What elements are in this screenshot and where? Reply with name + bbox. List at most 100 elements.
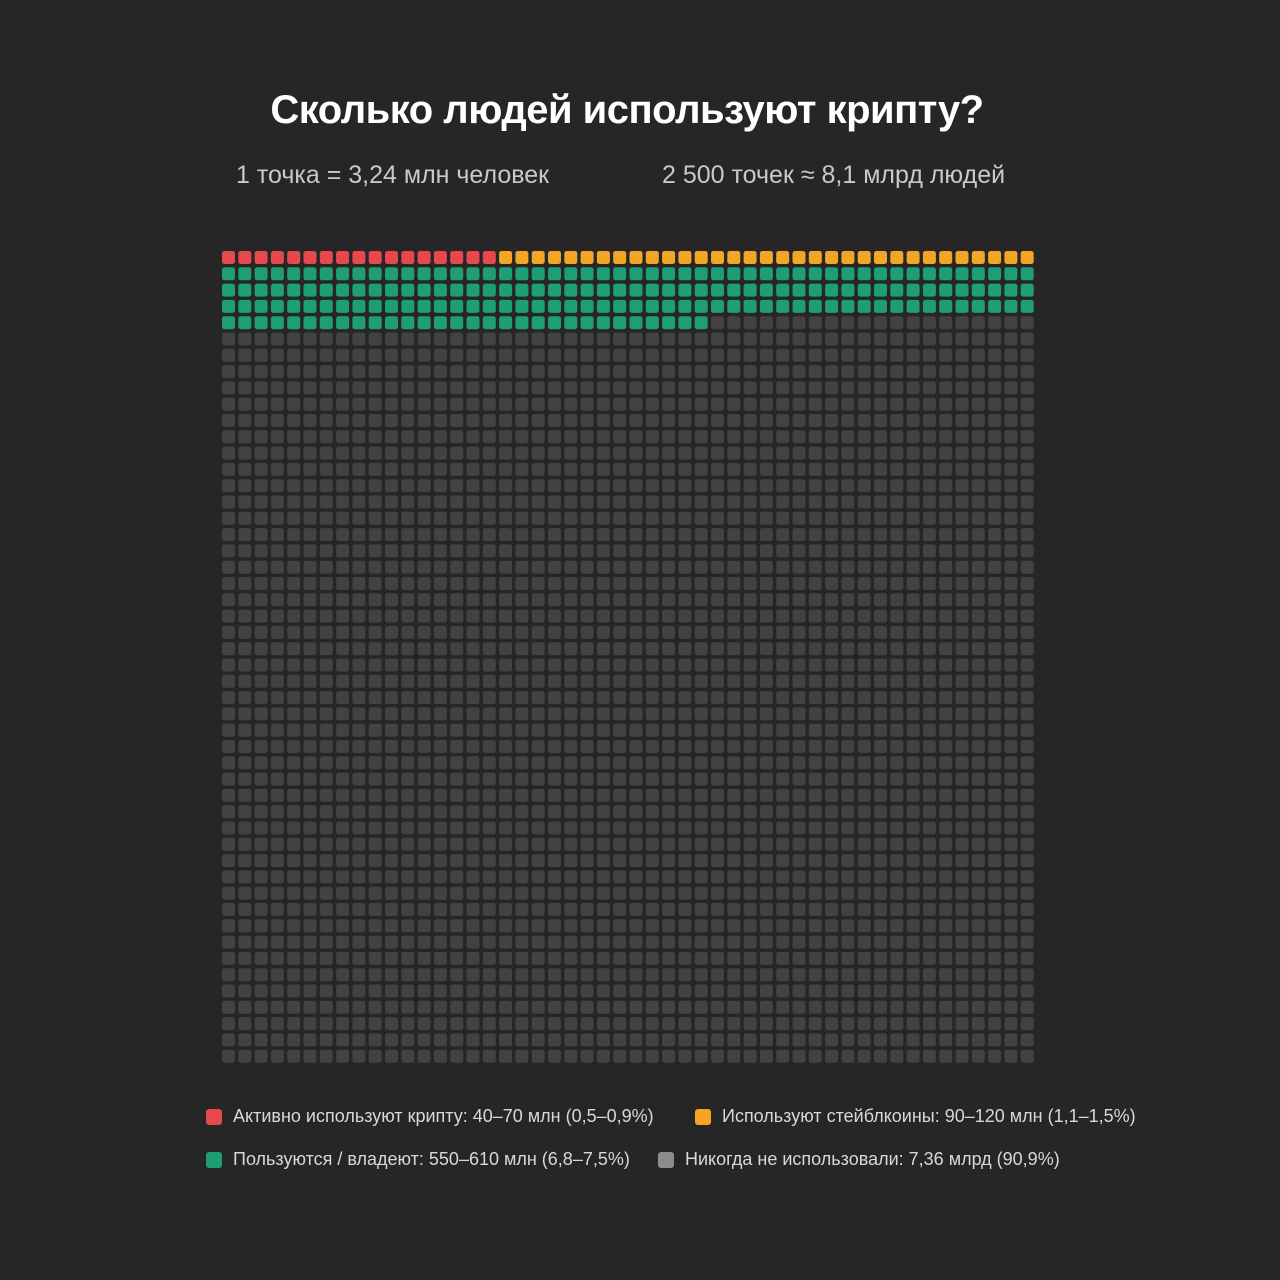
waffle-dot-never <box>662 951 676 965</box>
waffle-dot-never <box>515 691 529 705</box>
waffle-dot-never <box>580 919 594 933</box>
waffle-dot-never <box>548 707 561 721</box>
waffle-dot-never <box>433 348 447 362</box>
waffle-dot-never <box>254 1017 268 1031</box>
waffle-dot-never <box>645 332 659 346</box>
waffle-dot-own <box>238 316 252 330</box>
waffle-dot-never <box>596 446 610 460</box>
waffle-dot-never <box>874 577 887 590</box>
waffle-dot-own <box>564 267 578 281</box>
waffle-dot-never <box>808 625 822 639</box>
waffle-dot-never <box>222 674 235 688</box>
waffle-dot-never <box>971 479 985 493</box>
waffle-dot-never <box>238 528 252 542</box>
waffle-dot-never <box>776 772 790 786</box>
waffle-dot-never <box>678 691 692 705</box>
waffle-dot-never <box>743 1049 757 1063</box>
waffle-dot-never <box>694 984 708 998</box>
waffle-dot-never <box>613 397 627 411</box>
waffle-dot-never <box>450 837 464 851</box>
waffle-dot-never <box>1020 593 1034 607</box>
waffle-dot-never <box>727 479 741 493</box>
waffle-dot-never <box>874 821 887 835</box>
waffle-dot-never <box>336 365 350 379</box>
waffle-dot-never <box>385 609 398 623</box>
waffle-dot-never <box>759 740 773 753</box>
waffle-dot-never <box>368 593 382 607</box>
waffle-dot-never <box>613 609 627 623</box>
waffle-dot-never <box>857 691 871 705</box>
waffle-dot-never <box>515 674 529 688</box>
waffle-dot-never <box>319 984 333 998</box>
waffle-dot-never <box>857 1017 871 1031</box>
waffle-dot-never <box>531 951 545 965</box>
waffle-dot-never <box>596 332 610 346</box>
waffle-dot-never <box>433 658 447 672</box>
waffle-dot-never <box>270 1033 284 1047</box>
waffle-dot-never <box>939 1017 953 1031</box>
waffle-dot-never <box>319 837 333 851</box>
waffle-dot-never <box>694 886 708 900</box>
waffle-dot-never <box>254 381 268 395</box>
waffle-dot-never <box>645 479 659 493</box>
waffle-dot-never <box>988 625 1002 639</box>
waffle-dot-never <box>466 462 480 476</box>
waffle-dot-active <box>254 251 268 264</box>
waffle-dot-never <box>287 870 301 884</box>
waffle-dot-own <box>743 267 757 281</box>
waffle-dot-never <box>939 723 953 737</box>
waffle-dot-stable <box>874 251 887 264</box>
waffle-dot-never <box>531 707 545 721</box>
waffle-dot-never <box>352 1017 366 1031</box>
waffle-dot-never <box>694 332 708 346</box>
waffle-dot-never <box>662 935 676 949</box>
waffle-dot-never <box>401 332 415 346</box>
waffle-dot-never <box>922 1049 936 1063</box>
waffle-dot-never <box>841 756 855 770</box>
waffle-dot-never <box>564 1033 578 1047</box>
waffle-dot-never <box>662 365 676 379</box>
waffle-dot-never <box>303 886 317 900</box>
waffle-dot-never <box>629 740 643 753</box>
waffle-dot-never <box>254 805 268 819</box>
waffle-dot-own <box>890 267 904 281</box>
waffle-dot-never <box>482 821 496 835</box>
waffle-dot-never <box>385 560 398 574</box>
waffle-dot-never <box>385 886 398 900</box>
waffle-dot-never <box>1020 723 1034 737</box>
waffle-dot-never <box>417 707 431 721</box>
waffle-dot-never <box>971 935 985 949</box>
waffle-dot-never <box>613 560 627 574</box>
waffle-dot-never <box>564 528 578 542</box>
waffle-dot-never <box>238 805 252 819</box>
waffle-dot-never <box>450 397 464 411</box>
waffle-dot-never <box>645 381 659 395</box>
waffle-dot-never <box>662 805 676 819</box>
waffle-dot-never <box>336 462 350 476</box>
waffle-dot-never <box>287 365 301 379</box>
waffle-dot-never <box>874 365 887 379</box>
waffle-dot-never <box>743 625 757 639</box>
waffle-dot-never <box>645 1033 659 1047</box>
waffle-dot-never <box>841 544 855 558</box>
waffle-dot-never <box>596 691 610 705</box>
waffle-dot-never <box>287 479 301 493</box>
waffle-dot-never <box>808 854 822 868</box>
waffle-dot-never <box>433 414 447 427</box>
waffle-dot-never <box>629 544 643 558</box>
waffle-dot-never <box>548 495 561 509</box>
waffle-dot-never <box>548 560 561 574</box>
waffle-dot-never <box>580 609 594 623</box>
waffle-dot-never <box>841 430 855 444</box>
waffle-dot-never <box>890 365 904 379</box>
waffle-dot-never <box>711 772 724 786</box>
waffle-dot-never <box>939 772 953 786</box>
waffle-dot-own <box>385 316 398 330</box>
waffle-dot-never <box>433 1000 447 1014</box>
waffle-dot-never <box>808 1049 822 1063</box>
waffle-dot-own <box>841 267 855 281</box>
waffle-dot-never <box>711 593 724 607</box>
waffle-dot-never <box>711 821 724 835</box>
waffle-dot-never <box>988 674 1002 688</box>
waffle-dot-never <box>971 723 985 737</box>
